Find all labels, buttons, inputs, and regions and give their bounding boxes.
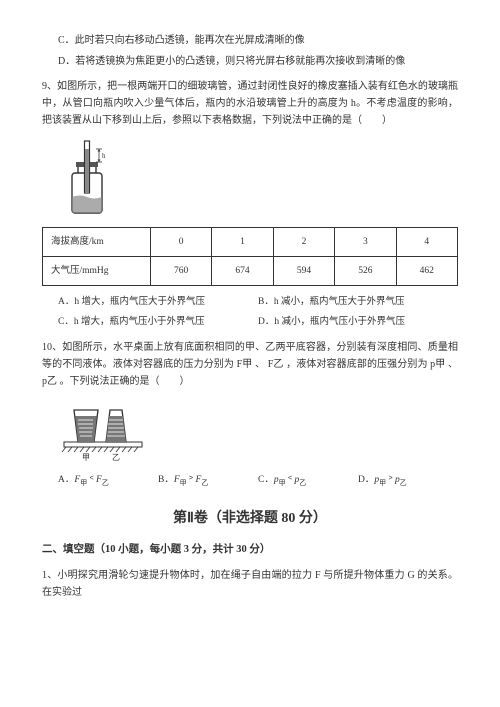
cell-r2c3: 594 bbox=[273, 257, 334, 286]
cell-r1c4: 3 bbox=[335, 228, 396, 257]
q10-option-b: B．F甲 > F乙 bbox=[158, 472, 258, 490]
fill-q1: 1、小明探究用滑轮匀速提升物体时，加在绳子自由端的拉力 F 与所提升物体重力 G… bbox=[42, 567, 458, 601]
q10-options: A．F甲 < F乙 B．F甲 > F乙 C．p甲 < p乙 D．p甲 > p乙 bbox=[58, 472, 458, 490]
svg-text:h: h bbox=[102, 152, 106, 160]
q9-option-a: A．h 增大，瓶内气压大于外界气压 bbox=[58, 294, 258, 310]
container-diagram: 甲 乙 bbox=[58, 400, 458, 462]
question-9: 9、如图所示，把一根两端开口的细玻璃管，通过封闭性良好的橡皮塞插入装有红色水的玻… bbox=[42, 78, 458, 129]
q9-options-row1: A．h 增大，瓶内气压大于外界气压 B．h 减小，瓶内气压大于外界气压 bbox=[58, 294, 458, 310]
cell-r1c5: 4 bbox=[396, 228, 457, 257]
q9-option-b: B．h 减小，瓶内气压大于外界气压 bbox=[258, 294, 458, 310]
option-d: D．若将透镜换为焦距更小的凸透镜，则只将光屏右移就能再次接收到清晰的像 bbox=[58, 53, 458, 70]
section-2-title: 第Ⅱ卷（非选择题 80 分） bbox=[42, 507, 458, 531]
q10-option-a: A．F甲 < F乙 bbox=[58, 472, 158, 490]
bottle-diagram: h bbox=[58, 139, 458, 217]
svg-text:甲: 甲 bbox=[82, 453, 90, 462]
option-c: C．此时若只向右移动凸透镜，能再次在光屏成清晰的像 bbox=[58, 32, 458, 49]
question-10: 10、如图所示，水平桌面上放有底面积相同的甲、乙两平底容器，分别装有深度相同、质… bbox=[42, 339, 458, 390]
cell-r1c1: 0 bbox=[150, 228, 211, 257]
q10-option-d: D．p甲 > p乙 bbox=[358, 472, 458, 490]
cell-r2c1: 760 bbox=[150, 257, 211, 286]
cell-r2c0: 大气压/mmHg bbox=[43, 257, 151, 286]
q9-options-row2: C．h 增大，瓶内气压小于外界气压 D．h 减小，瓶内气压小于外界气压 bbox=[58, 314, 458, 330]
cell-r1c2: 1 bbox=[212, 228, 273, 257]
q10-option-c: C．p甲 < p乙 bbox=[258, 472, 358, 490]
cell-r2c4: 526 bbox=[335, 257, 396, 286]
fill-blank-title: 二、填空题（10 小题，每小题 3 分，共计 30 分） bbox=[42, 541, 458, 559]
cell-r1c0: 海拔高度/km bbox=[43, 228, 151, 257]
q9-option-d: D．h 减小，瓶内气压小于外界气压 bbox=[258, 314, 458, 330]
q9-option-c: C．h 增大，瓶内气压小于外界气压 bbox=[58, 314, 258, 330]
cell-r2c2: 674 bbox=[212, 257, 273, 286]
altitude-table: 海拔高度/km 0 1 2 3 4 大气压/mmHg 760 674 594 5… bbox=[42, 227, 458, 286]
cell-r1c3: 2 bbox=[273, 228, 334, 257]
svg-text:乙: 乙 bbox=[112, 453, 120, 462]
cell-r2c5: 462 bbox=[396, 257, 457, 286]
